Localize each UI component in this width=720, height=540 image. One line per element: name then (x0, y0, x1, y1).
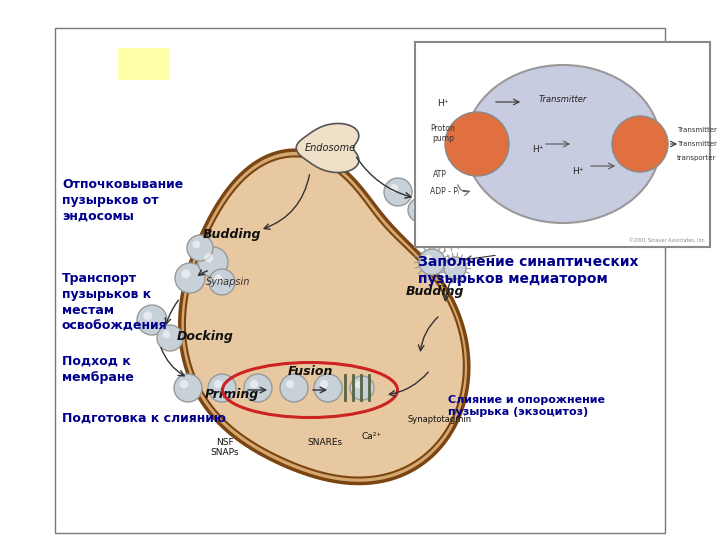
Text: Budding: Budding (406, 285, 464, 298)
Circle shape (350, 376, 374, 400)
Bar (415, 42, 710, 247)
Text: Подход к
мембране: Подход к мембране (62, 355, 134, 384)
Ellipse shape (466, 65, 660, 223)
Circle shape (439, 221, 449, 230)
Circle shape (174, 374, 202, 402)
Text: Endosome: Endosome (305, 143, 356, 153)
Circle shape (187, 235, 213, 261)
Circle shape (408, 198, 432, 222)
Circle shape (413, 203, 420, 210)
Text: Подготовка к слиянию: Подготовка к слиянию (62, 412, 226, 425)
Text: H⁺: H⁺ (572, 167, 584, 176)
Text: Proton
pump: Proton pump (431, 124, 456, 144)
Text: Transmitter: Transmitter (539, 95, 588, 104)
Text: Clathrin: Clathrin (500, 240, 541, 250)
Circle shape (143, 311, 153, 320)
Text: Отпочковывание
пузырьков от
эндосомы: Отпочковывание пузырьков от эндосомы (62, 178, 184, 223)
Bar (118, 48, 170, 80)
Circle shape (192, 240, 200, 248)
Text: Synapsin: Synapsin (206, 277, 250, 287)
Circle shape (425, 254, 432, 262)
Circle shape (208, 374, 236, 402)
Circle shape (198, 247, 228, 277)
Circle shape (137, 305, 167, 335)
Circle shape (244, 374, 272, 402)
Circle shape (180, 380, 189, 388)
Circle shape (433, 215, 463, 245)
Text: ATP: ATP (433, 170, 447, 179)
Polygon shape (296, 124, 359, 172)
Bar (55, 28, 665, 533)
Circle shape (157, 325, 183, 351)
Circle shape (286, 380, 294, 388)
Circle shape (280, 374, 308, 402)
Circle shape (320, 380, 328, 388)
Text: Transmitter: Transmitter (677, 127, 717, 133)
Text: ADP - Pᵢ: ADP - Pᵢ (430, 187, 459, 196)
Circle shape (181, 269, 190, 278)
Circle shape (204, 253, 213, 262)
Circle shape (209, 269, 235, 295)
Circle shape (444, 257, 466, 279)
Text: Транспорт
пузырьков к
местам
освобождения: Транспорт пузырьков к местам освобождени… (62, 272, 168, 333)
Circle shape (163, 330, 170, 338)
Circle shape (250, 380, 258, 388)
Circle shape (175, 263, 205, 293)
Text: Слияние и опорожнение
пузырька (экзоцитоз): Слияние и опорожнение пузырька (экзоцито… (448, 395, 605, 417)
Circle shape (390, 184, 398, 192)
Text: transporter: transporter (677, 155, 716, 161)
Text: Ca²⁺: Ca²⁺ (362, 432, 382, 441)
Text: Transmitter: Transmitter (677, 141, 717, 147)
Text: SNAREs: SNAREs (307, 438, 343, 447)
Text: Заполнение синаптических
пузырьков медиатором: Заполнение синаптических пузырьков медиа… (418, 255, 639, 286)
Text: H⁺: H⁺ (532, 145, 544, 154)
Circle shape (314, 374, 342, 402)
Text: ©2001 Sinauer Associates, Inc.: ©2001 Sinauer Associates, Inc. (629, 238, 706, 243)
Polygon shape (185, 157, 464, 477)
Text: Synaptotagmin: Synaptotagmin (408, 415, 472, 424)
Text: Priming: Priming (205, 388, 259, 401)
Text: Budding: Budding (203, 228, 261, 241)
Circle shape (612, 116, 668, 172)
Circle shape (445, 112, 509, 176)
Circle shape (384, 178, 412, 206)
Text: Fusion: Fusion (287, 365, 333, 378)
Circle shape (215, 274, 222, 282)
Circle shape (449, 261, 455, 268)
Circle shape (355, 381, 362, 388)
Text: NSF
SNAPs: NSF SNAPs (211, 438, 239, 457)
Circle shape (419, 249, 445, 275)
Text: H⁺: H⁺ (437, 99, 449, 108)
Polygon shape (180, 150, 469, 483)
Circle shape (214, 380, 222, 388)
Text: Docking: Docking (176, 330, 233, 343)
